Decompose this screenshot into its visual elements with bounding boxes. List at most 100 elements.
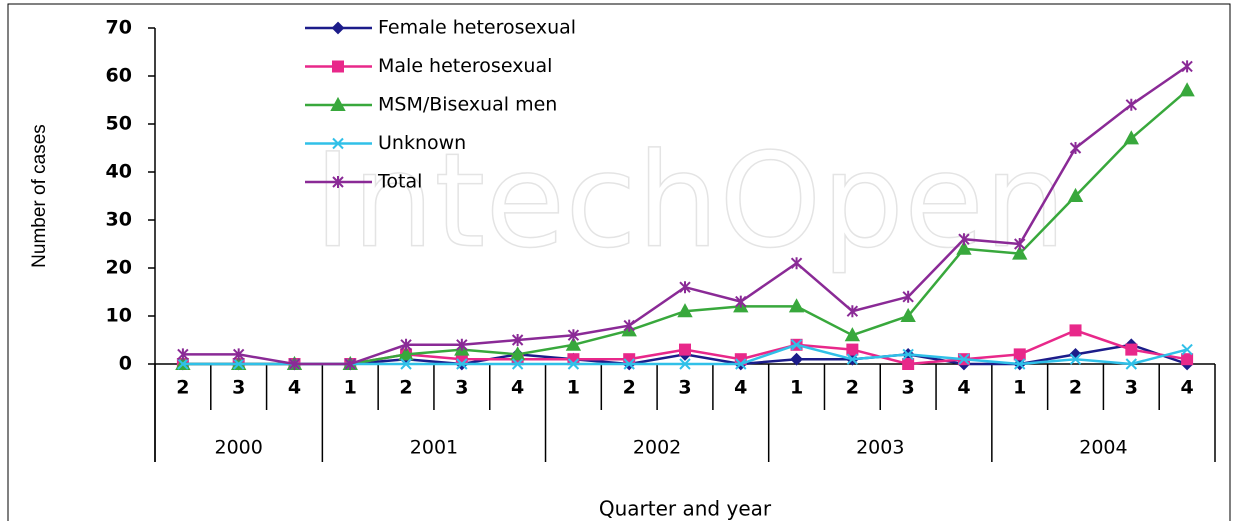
point [790,257,803,270]
point [1014,358,1026,370]
point [1069,142,1082,154]
y-axis-title: Number of cases [29,124,50,268]
point [1125,98,1138,111]
point [1179,82,1195,97]
point [1013,348,1026,361]
x-tick-label: 3 [232,377,245,399]
point [902,348,914,361]
point [1181,60,1193,73]
x-tick-label: 4 [288,377,301,399]
point [677,303,693,318]
point [288,358,301,370]
point [956,240,972,255]
point [1014,238,1026,250]
point [1067,187,1084,202]
point [565,336,582,351]
point [398,346,414,361]
x-group-label: 2000 [215,437,263,459]
x-tick-label: 4 [734,377,747,399]
point [846,343,859,356]
point [567,358,580,370]
point [177,348,189,361]
point [900,307,916,322]
point [1123,130,1140,145]
point [902,290,914,303]
point [567,329,580,342]
x-axis-title: Quarter and year [599,497,772,521]
x-tick-label: 2 [399,377,412,399]
point [1181,353,1194,366]
point [1069,324,1082,337]
x-tick-label: 1 [1013,377,1026,399]
legend-label: Unknown [378,132,466,154]
x-tick-label: 1 [567,377,580,399]
point [790,352,803,366]
x-group-label: 2002 [633,437,681,459]
point [679,281,691,294]
point [511,358,524,370]
point [1181,343,1193,356]
legend-marker [330,96,346,111]
point [958,233,970,246]
point [511,334,524,346]
x-tick-label: 3 [455,377,468,399]
point [623,319,635,332]
point [623,358,635,370]
x-tick-label: 2 [846,377,859,399]
x-tick-label: 1 [344,377,357,399]
x-group-label: 2004 [1079,437,1127,459]
y-tick-label: 40 [106,161,132,183]
point [177,358,189,370]
point [679,358,691,370]
point [400,338,412,351]
legend-marker [332,60,344,73]
x-tick-label: 3 [1125,377,1138,399]
legend-label: MSM/Bisexual men [378,94,557,116]
legend-marker [331,21,345,35]
y-tick-label: 20 [106,257,132,279]
x-group-label: 2001 [410,437,458,459]
point [846,353,859,365]
legend-marker [332,176,344,188]
point [344,358,356,370]
point [1125,358,1138,370]
y-tick-label: 10 [106,305,132,327]
point [958,353,970,365]
point [679,343,691,356]
y-tick-label: 0 [119,353,132,375]
point [735,295,747,308]
x-tick-label: 2 [623,377,636,399]
point [902,358,915,370]
x-tick-label: 2 [1069,377,1082,399]
point [1012,245,1028,260]
point [456,358,468,370]
y-tick-label: 70 [106,17,132,39]
point [790,339,803,351]
x-tick-label: 4 [1180,377,1193,399]
legend-label: Male heterosexual [378,55,552,77]
watermark: IntechOpen [314,125,1067,277]
point [735,358,747,370]
point [844,327,861,342]
x-tick-label: 4 [511,377,524,399]
point [509,346,526,361]
point [1069,353,1082,365]
point [846,305,859,318]
x-tick-label: 3 [902,377,915,399]
point [1125,343,1138,356]
point [232,358,245,370]
point [232,348,245,361]
frame [7,3,1231,521]
x-tick-label: 3 [678,377,691,399]
x-tick-label: 2 [176,377,189,399]
legend-label: Female heterosexual [378,17,576,39]
x-tick-label: 1 [790,377,803,399]
point [400,358,412,370]
y-tick-label: 60 [106,65,132,87]
x-group-label: 2003 [856,437,904,459]
legend-label: Total [377,171,422,193]
point [788,298,805,313]
x-tick-label: 4 [957,377,970,399]
y-tick-label: 50 [106,113,132,135]
